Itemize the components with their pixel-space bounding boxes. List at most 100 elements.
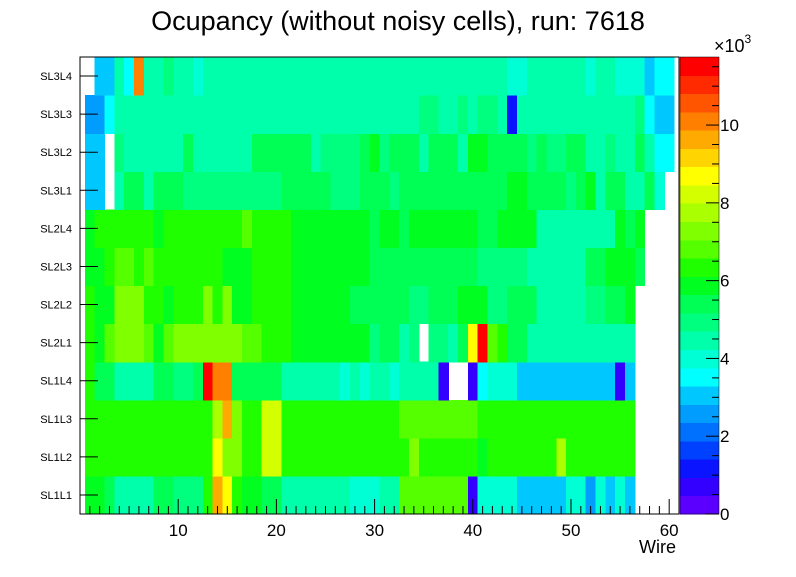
palette-swatch: [680, 422, 719, 442]
x-tick-label: 40: [463, 521, 482, 540]
heatmap-cells: [84, 57, 675, 515]
heatmap-cell: [173, 323, 233, 363]
heatmap-cell: [104, 475, 115, 515]
heatmap-cell: [330, 171, 361, 210]
heatmap-cell: [281, 399, 400, 439]
heatmap-cell: [143, 323, 155, 363]
heatmap-cell: [497, 323, 508, 363]
heatmap-cell: [418, 133, 430, 172]
heatmap-cell: [202, 285, 214, 325]
heatmap-cell: [644, 57, 656, 96]
x-tick-label: 30: [365, 521, 384, 540]
heatmap-cell: [261, 323, 273, 363]
heatmap-cell: [124, 57, 135, 96]
palette-swatch: [680, 75, 719, 95]
color-palette-axis: 0 2 4 6 8 10: [706, 66, 739, 524]
heatmap-cell: [134, 57, 145, 96]
heatmap-cell: [232, 323, 243, 363]
heatmap-cell: [281, 361, 341, 401]
heatmap-cell: [379, 133, 390, 172]
heatmap-cell: [153, 323, 165, 363]
heatmap-cell: [202, 57, 508, 96]
heatmap-cell: [232, 285, 253, 325]
heatmap-cell: [281, 437, 410, 477]
heatmap-cell: [615, 133, 636, 172]
heatmap-cell: [624, 285, 636, 325]
color-scale-exponent-base: ×10: [714, 36, 745, 56]
heatmap-cell: [94, 209, 115, 249]
y-tick-label: SL3L2: [40, 147, 72, 159]
heatmap-cell: [624, 171, 646, 210]
y-axis: SL1L1 SL1L2 SL1L3 SL1L4 SL2L1 SL2L2 SL2L3 SL2L4…: [40, 71, 98, 502]
heatmap-cell: [251, 247, 292, 287]
heatmap-cell: [114, 247, 135, 287]
heatmap-cell: [497, 285, 508, 325]
heatmap-cell: [477, 361, 489, 401]
heatmap-cell: [408, 437, 420, 477]
heatmap-cell: [114, 171, 125, 210]
heatmap-cell: [271, 323, 292, 363]
heatmap-cell: [654, 95, 675, 134]
palette-swatch: [680, 276, 719, 296]
heatmap-cell: [585, 171, 597, 210]
heatmap-cell: [153, 171, 184, 210]
y-tick-label: SL1L4: [40, 376, 72, 388]
heatmap-cell: [438, 95, 459, 134]
heatmap-cell: [448, 323, 459, 363]
heatmap-cell: [408, 171, 449, 210]
heatmap-cell: [615, 209, 626, 249]
heatmap-cell: [114, 475, 155, 515]
heatmap-cell: [634, 133, 646, 172]
y-tick-label: SL1L3: [40, 414, 72, 426]
x-axis-label: Wire: [639, 537, 676, 557]
heatmap-cell: [615, 57, 626, 96]
heatmap-cell: [477, 475, 518, 515]
heatmap-cell: [212, 285, 223, 325]
heatmap-cell: [369, 133, 381, 172]
heatmap-cell: [634, 95, 646, 134]
heatmap-cell: [428, 323, 449, 363]
heatmap-cell: [556, 437, 567, 477]
heatmap-cell: [487, 437, 557, 477]
heatmap-cell: [291, 247, 371, 287]
heatmap-cell: [163, 285, 174, 325]
heatmap-cell: [399, 361, 440, 401]
heatmap-cell: [291, 323, 371, 363]
heatmap-cell: [222, 285, 233, 325]
palette-tick-label: 2: [720, 427, 729, 446]
heatmap-cell: [624, 475, 636, 515]
palette-swatch: [680, 477, 719, 497]
heatmap-cell: [399, 323, 410, 363]
heatmap-cell: [202, 361, 214, 401]
heatmap-cell: [251, 133, 312, 172]
heatmap-cell: [605, 247, 636, 287]
heatmap-cell: [212, 361, 233, 401]
palette-swatch: [680, 349, 719, 369]
heatmap-cell: [104, 95, 115, 134]
heatmap-cell: [242, 209, 253, 249]
palette-swatch: [680, 367, 719, 387]
heatmap-cell: [585, 133, 606, 172]
heatmap-cell: [389, 171, 400, 210]
heatmap-cell: [369, 361, 390, 401]
heatmap-cell: [526, 95, 636, 134]
heatmap-cell: [251, 209, 292, 249]
palette-swatch: [680, 166, 719, 186]
heatmap-cell: [222, 475, 233, 515]
heatmap-cell: [143, 171, 155, 210]
palette-swatch: [680, 93, 719, 113]
heatmap-cell: [428, 285, 440, 325]
heatmap-cell: [310, 133, 322, 172]
heatmap-cell: [183, 171, 282, 210]
heatmap-cell: [320, 171, 331, 210]
heatmap-cell: [84, 437, 214, 477]
heatmap-cell: [605, 475, 616, 515]
palette-tick-label: 4: [720, 349, 729, 368]
palette-tick-label: 10: [720, 116, 739, 135]
heatmap-cell: [566, 133, 587, 172]
heatmap-cell: [467, 95, 479, 134]
heatmap-cell: [507, 171, 528, 210]
heatmap-cell: [183, 285, 204, 325]
heatmap-cell: [114, 95, 381, 134]
